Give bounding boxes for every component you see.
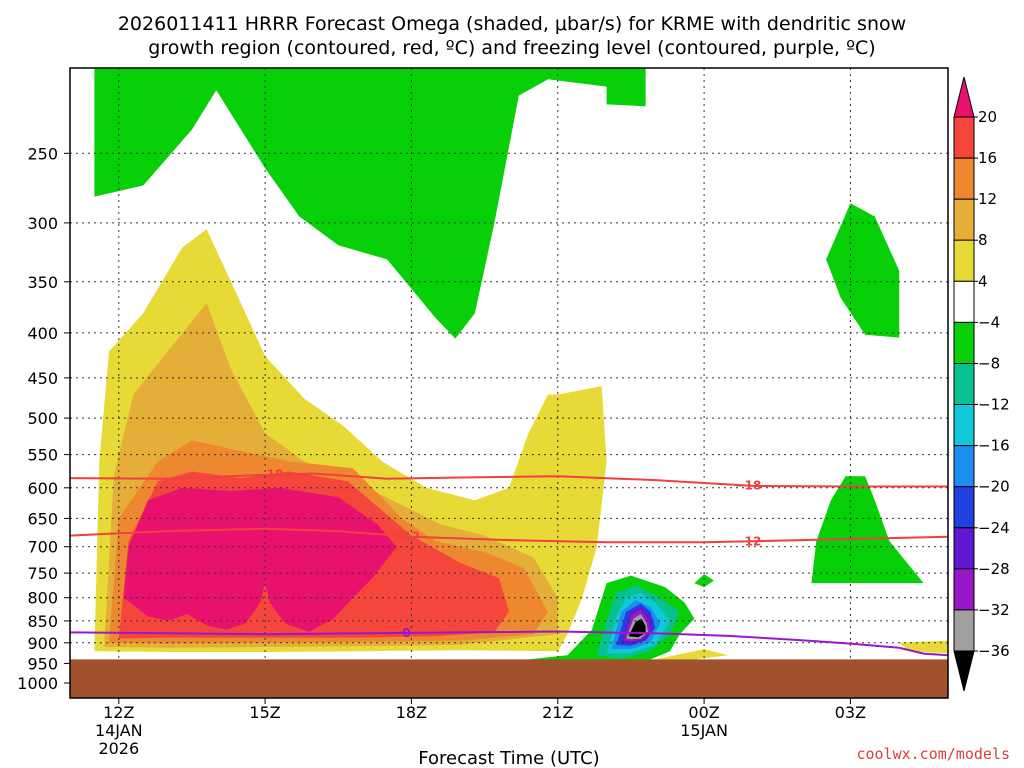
x-tick-date-0: 14JAN (95, 721, 143, 740)
contour-label-1-1: −12 (735, 534, 762, 548)
y-tick-label-6: 550 (27, 446, 58, 465)
colorbar-label-5: −4 (978, 313, 1000, 331)
x-tick-label-1: 15Z (249, 703, 280, 722)
y-tick-label-3: 400 (27, 324, 58, 343)
omega-region-3 (694, 574, 714, 588)
x-tick-label-0: 12Z (103, 703, 134, 722)
colorbar-bin-2 (953, 198, 975, 241)
colorbar-bin-4 (953, 280, 975, 323)
colorbar: 20 16 12 8 4 −4 −8 −12 −16 −20 −24 −28 −32 −36 (953, 76, 1010, 692)
colorbar-label-6: −8 (978, 355, 1000, 373)
x-tick-label-2: 18Z (396, 703, 427, 722)
plot-area: −18 −18 −12 −12 0 (70, 68, 948, 698)
colorbar-over-triangle (953, 76, 975, 118)
colorbar-label-4: 4 (978, 272, 988, 290)
chart-title-line1: 2026011411 HRRR Forecast Omega (shaded, … (118, 13, 906, 35)
x-axis-label: Forecast Time (UTC) (418, 748, 599, 768)
colorbar-label-13: −36 (978, 642, 1010, 660)
y-tick-label-2: 350 (27, 273, 58, 292)
y-tick-label-8: 650 (27, 509, 58, 528)
y-tick-label-10: 750 (27, 564, 58, 583)
colorbar-label-11: −28 (978, 560, 1010, 578)
y-tick-label-14: 950 (27, 654, 58, 673)
colorbar-label-7: −12 (978, 396, 1010, 414)
colorbar-label-1: 16 (978, 149, 997, 167)
colorbar-bin-8 (953, 445, 975, 488)
colorbar-bin-9 (953, 486, 975, 529)
contour-label-0-1: −18 (735, 479, 762, 493)
y-tick-label-4: 450 (27, 369, 58, 388)
omega-region-0 (94, 68, 646, 339)
colorbar-bin-3 (953, 239, 975, 282)
colorbar-bin-12 (953, 609, 975, 652)
contour-line-0 (70, 472, 948, 488)
omega-region-2 (811, 476, 924, 584)
colorbar-bin-5 (953, 321, 975, 364)
x-tick-label-5: 03Z (835, 703, 866, 722)
y-tick-label-7: 600 (27, 479, 58, 498)
y-tick-label-12: 850 (27, 612, 58, 631)
contour-line-2 (70, 630, 948, 657)
colorbar-bin-10 (953, 527, 975, 570)
colorbar-label-2: 12 (978, 190, 997, 208)
x-tick-date-4: 15JAN (680, 721, 728, 740)
colorbar-bin-7 (953, 404, 975, 447)
x-tick-label-4: 00Z (688, 703, 719, 722)
x-tick-label-3: 21Z (542, 703, 573, 722)
credit-text: coolwx.com/models (856, 745, 1010, 763)
x-tick-year-0: 2026 (98, 739, 139, 758)
colorbar-bin-11 (953, 568, 975, 611)
chart-title-line2: growth region (contoured, red, ºC) and f… (148, 37, 875, 59)
colorbar-label-3: 8 (978, 231, 988, 249)
omega-region-19 (123, 487, 397, 632)
y-tick-label-15: 1000 (17, 674, 58, 693)
colorbar-label-0: 20 (978, 108, 997, 126)
ground-below-surface (70, 659, 948, 698)
colorbar-label-9: −20 (978, 478, 1010, 496)
contour-line-1 (70, 527, 948, 544)
y-tick-label-0: 250 (27, 144, 58, 163)
y-tick-label-9: 700 (27, 538, 58, 557)
y-axis-pressure-ticks: 250 300 350 400 450 500 550 600 650 700 750 800 850 9… (17, 144, 70, 693)
contour-label-0-0: −18 (257, 468, 284, 482)
y-tick-label-11: 800 (27, 589, 58, 608)
y-tick-label-5: 500 (27, 409, 58, 428)
y-tick-label-1: 300 (27, 214, 58, 233)
colorbar-label-12: −32 (978, 601, 1010, 619)
colorbar-under-triangle (953, 650, 975, 692)
colorbar-label-8: −16 (978, 437, 1010, 455)
omega-region-14 (655, 649, 729, 662)
colorbar-bin-1 (953, 157, 975, 200)
y-tick-label-13: 900 (27, 634, 58, 653)
colorbar-bin-0 (953, 116, 975, 159)
plot-frame (69, 67, 949, 699)
colorbar-bin-6 (953, 363, 975, 406)
contour-label-2-0: 0 (402, 626, 410, 640)
temperature-contours: −18 −18 −12 −12 0 (70, 468, 948, 657)
colorbar-label-10: −24 (978, 519, 1010, 537)
contour-label-1-0: −12 (393, 529, 420, 543)
omega-region-1 (826, 203, 900, 338)
